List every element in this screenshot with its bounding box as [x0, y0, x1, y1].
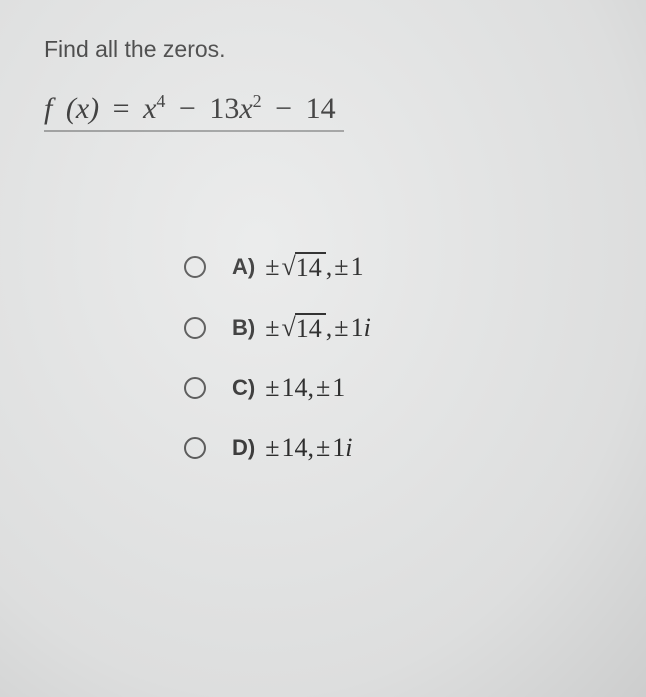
tail-value: 1: [332, 373, 345, 403]
radio-icon[interactable]: [184, 437, 206, 459]
equation-open-paren: (: [60, 92, 76, 125]
equation-term2-coef: 13: [209, 92, 239, 125]
radicand: 14: [295, 313, 326, 344]
equation: f (x) = x4 − 13x2 − 14: [44, 91, 344, 132]
choice-math: ± √ 14 ,±1: [263, 252, 363, 283]
radical-icon: √: [282, 252, 296, 282]
plus-minus: ±: [265, 433, 279, 463]
equation-fn: f: [44, 92, 52, 125]
choice-math: ± √ 14 ,±1i: [263, 313, 371, 344]
equation-equals: =: [113, 92, 130, 125]
radical-icon: √: [282, 313, 296, 343]
sqrt: √ 14: [282, 252, 326, 283]
value: 14: [282, 373, 308, 403]
equation-var: x: [76, 92, 89, 125]
imaginary-i: i: [364, 313, 371, 343]
tail-value: 1: [351, 313, 364, 343]
plus-minus: ±: [316, 433, 330, 463]
radio-icon[interactable]: [184, 377, 206, 399]
choice-b[interactable]: B) ± √ 14 ,±1i: [184, 313, 602, 344]
radio-icon[interactable]: [184, 256, 206, 278]
separator: ,: [308, 433, 315, 463]
radio-icon[interactable]: [184, 317, 206, 339]
value: 14: [282, 433, 308, 463]
equation-term1-exp: 4: [156, 91, 165, 111]
sqrt: √ 14: [282, 313, 326, 344]
choice-math: ±14,±1: [263, 373, 345, 403]
plus-minus: ±: [334, 252, 348, 282]
choice-c[interactable]: C) ±14,±1: [184, 373, 602, 403]
choice-d[interactable]: D) ±14,±1i: [184, 433, 602, 463]
equation-term2-var: x: [239, 92, 252, 125]
imaginary-i: i: [345, 433, 352, 463]
choice-letter: B): [232, 315, 255, 341]
separator: ,: [326, 252, 333, 282]
plus-minus: ±: [316, 373, 330, 403]
choice-letter: C): [232, 375, 255, 401]
tail-value: 1: [351, 252, 364, 282]
equation-term1-var: x: [143, 92, 156, 125]
choice-math: ±14,±1i: [263, 433, 352, 463]
answer-choices: A) ± √ 14 ,±1 B) ± √ 14 ,±1i C) ±14,±1 D…: [184, 252, 602, 463]
plus-minus: ±: [265, 373, 279, 403]
question-prompt: Find all the zeros.: [44, 36, 602, 63]
equation-op2: −: [275, 92, 292, 125]
choice-letter: A): [232, 254, 255, 280]
equation-term2-exp: 2: [253, 91, 262, 111]
plus-minus: ±: [265, 313, 279, 343]
radicand: 14: [295, 252, 326, 283]
separator: ,: [308, 373, 315, 403]
choice-letter: D): [232, 435, 255, 461]
plus-minus: ±: [265, 252, 279, 282]
tail-value: 1: [332, 433, 345, 463]
plus-minus: ±: [334, 313, 348, 343]
separator: ,: [326, 313, 333, 343]
equation-term3: 14: [306, 92, 336, 125]
equation-close-paren: ): [89, 92, 99, 125]
equation-op1: −: [179, 92, 196, 125]
choice-a[interactable]: A) ± √ 14 ,±1: [184, 252, 602, 283]
